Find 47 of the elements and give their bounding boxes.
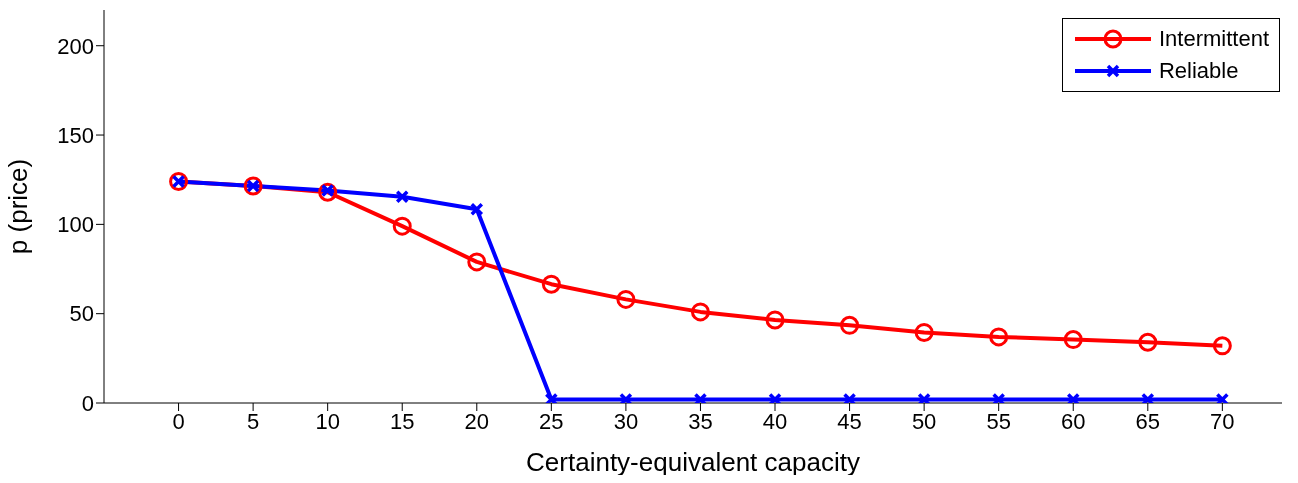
point — [768, 392, 782, 403]
x-tick-label: 10 — [315, 408, 340, 434]
x-tick-label: 65 — [1135, 408, 1161, 434]
x-tick-label: 35 — [688, 408, 713, 434]
point — [991, 392, 1006, 403]
x-tick-label: 20 — [464, 408, 490, 434]
legend-label: Reliable — [1158, 58, 1239, 84]
x-tick-label: 70 — [1210, 408, 1235, 434]
legend-label: Intermittent — [1158, 26, 1269, 52]
x-tick-label: 30 — [613, 408, 639, 434]
x-tick-label: 60 — [1061, 408, 1086, 434]
point — [616, 289, 636, 309]
point — [544, 392, 559, 403]
x-tick-label: 0 — [172, 408, 185, 434]
point — [842, 392, 857, 403]
point — [541, 274, 561, 294]
x-tick-label: 15 — [389, 408, 415, 434]
point — [693, 392, 708, 403]
point — [1212, 336, 1232, 356]
point — [395, 189, 409, 204]
y-tick-label: 0 — [81, 390, 94, 416]
x-tick-label: 40 — [762, 408, 788, 434]
point — [1215, 392, 1230, 403]
point — [1063, 330, 1083, 350]
y-axis-title: p (price) — [3, 158, 34, 255]
x-tick-label: 55 — [986, 408, 1011, 434]
point — [1141, 392, 1155, 403]
point — [840, 315, 860, 335]
point — [914, 322, 934, 342]
point — [1138, 332, 1158, 352]
point — [392, 216, 412, 236]
y-tick-label: 200 — [57, 33, 94, 59]
point — [989, 327, 1009, 347]
y-tick-label: 150 — [57, 122, 94, 148]
y-tick-label: 100 — [57, 212, 94, 238]
point — [917, 392, 931, 403]
x-tick-label: 50 — [911, 408, 937, 434]
point — [1066, 392, 1080, 403]
x-tick-label: 25 — [539, 408, 564, 434]
point — [690, 302, 710, 322]
point — [467, 252, 487, 272]
point — [765, 310, 785, 330]
x-tick-label: 45 — [837, 408, 862, 434]
y-tick-label: 50 — [69, 301, 94, 327]
point — [619, 392, 633, 403]
x-tick-label: 5 — [246, 408, 260, 434]
point — [470, 202, 484, 216]
